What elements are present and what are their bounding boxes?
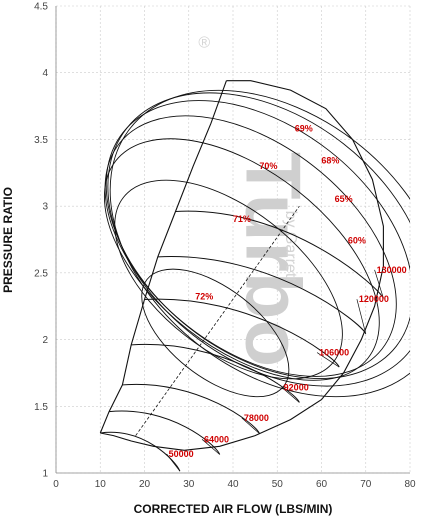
speed-line [131, 343, 300, 403]
watermark-registered-mark: ® [198, 34, 210, 51]
speed-line [100, 431, 181, 472]
x-tick-label: 10 [95, 479, 107, 490]
efficiency-label: 72% [195, 292, 213, 302]
x-tick-label: 60 [316, 479, 328, 490]
y-tick-label: 3.5 [34, 135, 48, 146]
gridlines [55, 5, 411, 474]
y-axis-title: PRESSURE RATIO [1, 187, 15, 293]
peak-efficiency-dashed-line [135, 205, 300, 436]
speed-line [144, 298, 340, 368]
efficiency-label: 69% [295, 123, 313, 133]
efficiency-island [107, 92, 410, 387]
y-tick-label: 3 [42, 202, 48, 213]
efficiency-island [105, 100, 410, 379]
speed-label: 120000 [359, 294, 389, 304]
efficiency-island [103, 138, 380, 381]
speed-leader-line [281, 387, 300, 403]
speed-line [157, 256, 367, 335]
chart-labels: 50000 64000 78000 92000 106000 120000 130000 72… [169, 123, 407, 459]
peak-efficiency-line [135, 205, 300, 436]
speed-leader-line [356, 299, 367, 334]
max-flow-line [100, 80, 384, 451]
y-tick-label: 2.5 [34, 268, 48, 279]
speed-label: 50000 [169, 449, 194, 459]
efficiency-label: 65% [335, 194, 353, 204]
speed-line [122, 383, 261, 434]
x-tick-label: 80 [404, 479, 416, 490]
y-tick-label: 1 [42, 469, 48, 480]
y-tick-label: 4 [42, 68, 48, 79]
speed-label: 64000 [204, 434, 229, 444]
speed-lines [100, 210, 384, 472]
y-tick-labels: 1 1.5 2 2.5 3 3.5 4 4.5 [34, 2, 48, 480]
watermark-brand-text: Turbo [229, 152, 317, 367]
x-tick-label: 50 [272, 479, 284, 490]
map-boundary [99, 80, 384, 451]
speed-leader-line [166, 453, 181, 472]
x-tick-label: 0 [53, 479, 59, 490]
surge-line [99, 80, 227, 434]
efficiency-island [114, 179, 343, 380]
x-axis-title: CORRECTED AIR FLOW (LBS/MIN) [134, 502, 333, 516]
speed-label: 130000 [377, 265, 407, 275]
speed-label: 106000 [319, 348, 349, 358]
efficiency-label: 60% [348, 236, 366, 246]
x-tick-label: 40 [227, 479, 239, 490]
watermark-sub-text: by Garrett [282, 211, 299, 283]
efficiency-label: 70% [259, 161, 277, 171]
efficiency-islands [103, 89, 410, 398]
efficiency-label: 68% [321, 155, 339, 165]
y-tick-label: 2 [42, 335, 48, 346]
x-tick-label: 30 [183, 479, 195, 490]
y-tick-label: 1.5 [34, 402, 48, 413]
speed-label: 78000 [244, 413, 269, 423]
speed-label: 92000 [284, 382, 309, 392]
speed-leader-line [374, 269, 384, 299]
y-tick-label: 4.5 [34, 2, 48, 13]
speed-line [109, 410, 221, 455]
x-tick-label: 20 [139, 479, 151, 490]
speed-line [175, 210, 384, 299]
speed-leader-line [201, 439, 220, 455]
efficiency-island [141, 268, 290, 398]
x-tick-label: 70 [360, 479, 372, 490]
x-tick-labels: 0 10 20 30 40 50 60 70 80 [53, 479, 416, 490]
efficiency-island [109, 89, 410, 398]
speed-leader-line [316, 352, 340, 368]
efficiency-label: 71% [233, 214, 251, 224]
speed-leader-line [241, 417, 260, 434]
